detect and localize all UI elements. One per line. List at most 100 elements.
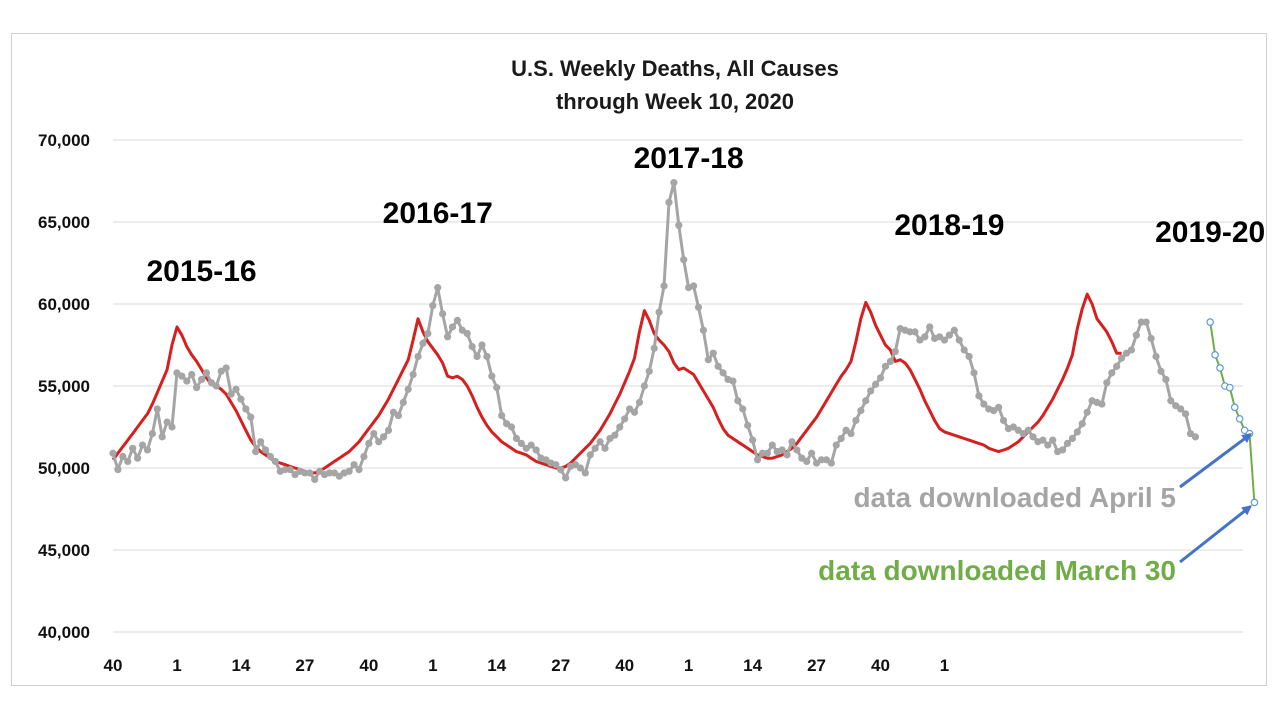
chart-title: U.S. Weekly Deaths, All Causes (511, 56, 839, 81)
data-point-gray (1191, 433, 1199, 441)
data-point-gray (488, 372, 496, 380)
data-point-gray (616, 423, 624, 431)
data-point-gray (493, 384, 501, 392)
data-point-gray (704, 356, 712, 364)
data-point-gray (645, 367, 653, 375)
annotation-arrow (1179, 505, 1253, 564)
data-point-gray (640, 382, 648, 390)
data-point-gray (271, 457, 279, 466)
data-point-gray (448, 323, 457, 331)
data-point-gray (375, 438, 383, 446)
data-point-gray (266, 452, 275, 461)
data-point-green (1235, 414, 1244, 423)
data-point-gray (591, 444, 599, 452)
data-point-gray (744, 421, 752, 429)
data-point-gray (837, 434, 845, 443)
data-point-gray (995, 403, 1003, 411)
data-point-gray (793, 446, 801, 454)
data-point-gray (960, 346, 968, 354)
data-point-gray (694, 303, 703, 311)
data-point-gray (153, 405, 161, 413)
data-point-gray (261, 446, 270, 454)
data-point-gray (970, 369, 978, 377)
data-point-gray (709, 349, 717, 357)
data-point-gray (876, 374, 885, 382)
data-point-gray (414, 352, 422, 361)
data-point-gray (325, 469, 334, 477)
y-tick-label: 70,000 (38, 131, 90, 150)
data-point-gray (714, 362, 722, 370)
data-point-green (1211, 351, 1219, 359)
data-point-gray (847, 429, 855, 438)
data-point-gray (1044, 441, 1052, 449)
data-point-gray (665, 198, 673, 206)
data-point-gray (384, 426, 393, 434)
data-point-green (1216, 364, 1224, 372)
data-point-gray (1113, 362, 1121, 370)
data-point-gray (439, 310, 447, 318)
data-point-gray (1142, 318, 1150, 326)
x-tick-label: 40 (104, 656, 123, 675)
data-point-gray (635, 398, 644, 406)
y-tick-label: 55,000 (38, 377, 90, 396)
data-point-gray (852, 416, 860, 425)
x-tick-label: 27 (807, 656, 826, 675)
annotations: data downloaded April 5 data downloaded M… (818, 433, 1253, 586)
data-point-gray (739, 405, 747, 413)
data-point-gray (921, 333, 929, 341)
data-point-gray (1157, 367, 1165, 375)
data-point-gray (507, 423, 516, 431)
data-point-gray (365, 439, 373, 447)
data-point-gray (758, 449, 767, 457)
data-point-gray (429, 302, 437, 310)
data-point-gray (1083, 408, 1091, 416)
data-point-gray (1024, 426, 1032, 434)
data-point-gray (286, 466, 294, 474)
data-point-green (1226, 383, 1234, 392)
data-point-gray (763, 449, 771, 457)
annotation-arrow (1179, 433, 1253, 489)
chart-subtitle: through Week 10, 2020 (556, 89, 794, 114)
data-point-gray (562, 474, 570, 482)
data-point-green (1206, 318, 1214, 326)
data-point-gray (557, 466, 565, 474)
y-tick-label: 45,000 (38, 541, 90, 560)
data-series (109, 179, 1259, 507)
data-point-gray (1103, 379, 1111, 387)
data-point-gray (596, 438, 604, 446)
data-point-gray (143, 446, 152, 454)
x-axis-tick-labels: 40 1 14 27 40 1 14 27 40 1 14 27 40 1 (104, 656, 950, 675)
data-point-gray (188, 370, 196, 379)
data-point-gray (222, 364, 230, 372)
data-point-gray (576, 464, 585, 472)
data-point-gray (1098, 400, 1106, 408)
gridlines (113, 139, 1243, 633)
season-labels: 2015-16 2016-17 2017-18 2018-19 2019-20 (147, 142, 1266, 288)
season-label: 2019-20 (1155, 216, 1265, 249)
data-point-gray (370, 429, 378, 438)
data-point-gray (906, 328, 914, 336)
data-point-gray (886, 357, 894, 365)
x-tick-label: 14 (231, 656, 250, 675)
data-point-gray (178, 372, 186, 380)
y-tick-label: 40,000 (38, 623, 90, 642)
data-point-gray (975, 392, 983, 400)
data-point-gray (586, 451, 594, 459)
data-point-gray (1152, 352, 1160, 361)
data-point-gray (281, 466, 289, 474)
data-point-gray (124, 457, 132, 466)
data-point-gray (424, 329, 432, 338)
data-point-gray (168, 423, 176, 431)
y-tick-label: 50,000 (38, 459, 90, 478)
data-point-gray (1049, 436, 1057, 444)
data-point-gray (148, 429, 156, 438)
data-point-gray (350, 461, 358, 469)
data-point-gray (237, 395, 245, 403)
data-point-gray (409, 370, 417, 379)
data-point-gray (1118, 354, 1126, 362)
data-point-gray (857, 407, 865, 415)
data-point-gray (768, 441, 776, 449)
data-point-gray (311, 475, 319, 484)
x-tick-label: 40 (615, 656, 634, 675)
